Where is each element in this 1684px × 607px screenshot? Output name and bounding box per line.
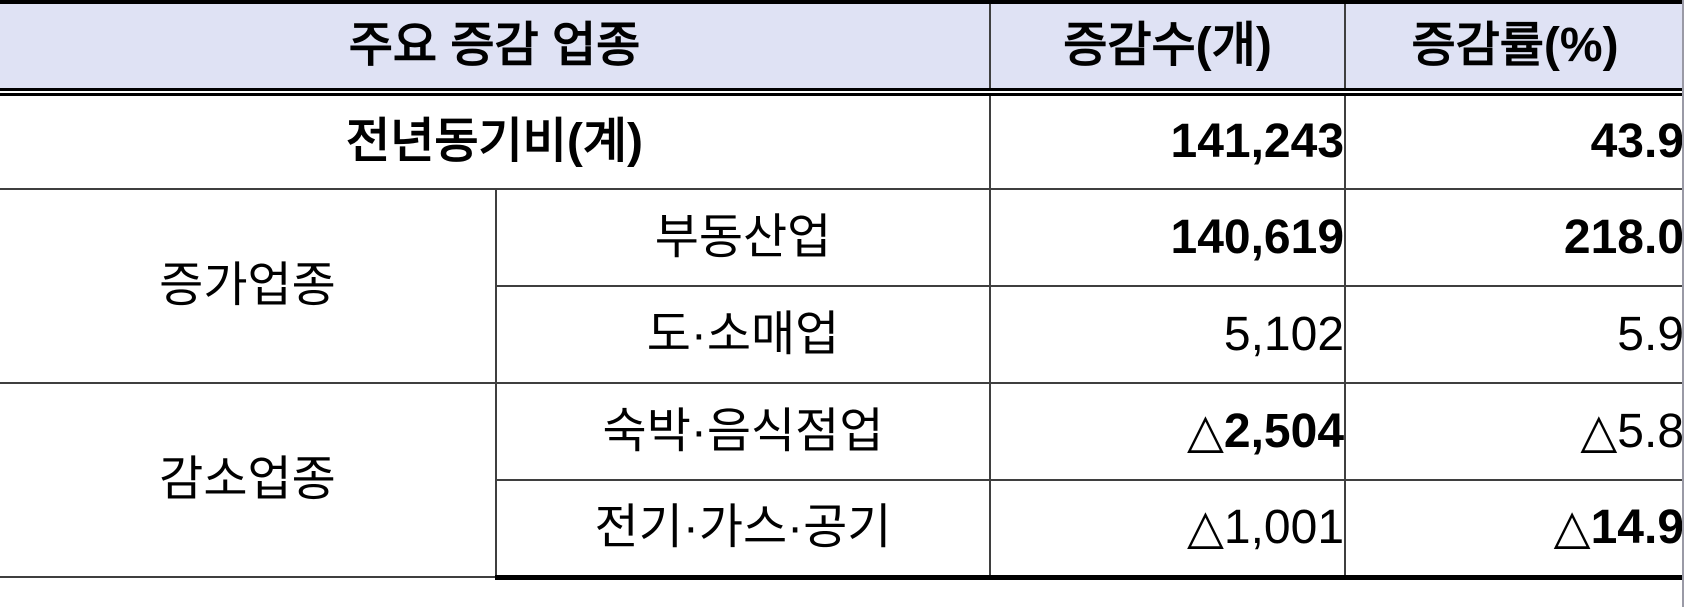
page-right-edge-line bbox=[1682, 0, 1684, 607]
increase-item-2-rate: 5.9 bbox=[1344, 285, 1684, 384]
table-row-total: 전년동기비(계) 141,243 43.9 bbox=[0, 91, 1684, 190]
increase-item-1-rate: 218.0 bbox=[1344, 188, 1684, 287]
increase-item-1-name: 부동산업 bbox=[494, 188, 992, 287]
increase-item-2-name: 도·소매업 bbox=[494, 285, 992, 384]
header-change-rate: 증감률(%) bbox=[1344, 2, 1684, 96]
decrease-item-1-name: 숙박·음식점업 bbox=[494, 382, 992, 481]
table-row-decrease-2: 전기·가스·공기 △1,001 △14.9 bbox=[0, 479, 1684, 580]
header-change-count: 증감수(개) bbox=[989, 2, 1347, 96]
decrease-item-1-rate: △5.8 bbox=[1344, 382, 1684, 481]
table-body: 전년동기비(계) 141,243 43.9 증가업종 부동산업 140,619 … bbox=[0, 91, 1684, 580]
increase-item-2-count: 5,102 bbox=[989, 285, 1347, 384]
industry-change-table: 주요 증감 업종 증감수(개) 증감률(%) 전년동기비(계) 141,243 … bbox=[0, 0, 1684, 580]
header-main-category: 주요 증감 업종 bbox=[0, 2, 992, 96]
decrease-item-2-name: 전기·가스·공기 bbox=[494, 479, 992, 580]
table-row-increase-2: 도·소매업 5,102 5.9 bbox=[0, 285, 1684, 384]
header-row: 주요 증감 업종 증감수(개) 증감률(%) bbox=[0, 2, 1684, 96]
decrease-item-1-count: △2,504 bbox=[989, 382, 1347, 481]
decrease-item-2-rate: △14.9 bbox=[1344, 479, 1684, 580]
decrease-item-2-count: △1,001 bbox=[989, 479, 1347, 580]
total-count: 141,243 bbox=[989, 91, 1347, 190]
total-rate: 43.9 bbox=[1344, 91, 1684, 190]
increase-item-1-count: 140,619 bbox=[989, 188, 1347, 287]
table-header: 주요 증감 업종 증감수(개) 증감률(%) bbox=[0, 2, 1684, 96]
table-row-increase-1: 증가업종 부동산업 140,619 218.0 bbox=[0, 188, 1684, 384]
increase-category-label: 증가업종 bbox=[0, 188, 497, 384]
total-label: 전년동기비(계) bbox=[0, 91, 992, 190]
table-row-decrease-1: 감소업종 숙박·음식점업 △2,504 △5.8 bbox=[0, 382, 1684, 578]
decrease-category-label: 감소업종 bbox=[0, 382, 497, 578]
